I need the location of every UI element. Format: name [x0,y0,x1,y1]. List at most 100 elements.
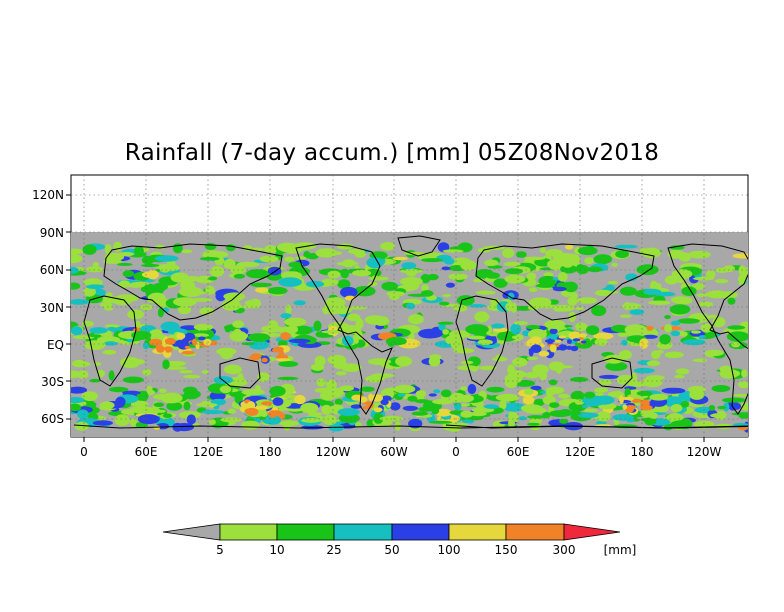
rainfall-cell [467,383,477,395]
rainfall-cell [576,264,585,272]
rainfall-cell [545,387,555,397]
rainfall-cell [584,391,596,399]
rainfall-cell [428,420,453,424]
rainfall-cell [192,338,198,346]
lon-tick-label: 60E [135,445,158,459]
rainfall-cell [82,244,97,255]
rainfall-cell [454,403,462,411]
colorbar-unit: [mm] [604,543,637,557]
rainfall-cell [113,241,122,252]
rainfall-cell [568,331,582,340]
rainfall-cell [322,414,337,426]
rainfall-cell [206,250,229,259]
rainfall-cell [320,390,336,401]
lon-tick-label: 120E [565,445,596,459]
rainfall-cell [507,364,516,375]
rainfall-cell [139,304,153,311]
rainfall-cell [558,393,570,399]
rainfall-cell [527,415,546,419]
rainfall-cell [732,253,748,259]
lon-tick-label: 60E [507,445,530,459]
rainfall-cell [420,290,434,297]
rainfall-cell [247,333,271,342]
rainfall-cell [593,395,615,405]
rainfall-cell [698,301,714,308]
map-title: Rainfall (7-day accum.) [mm] 05Z08Nov201… [124,140,660,166]
lat-tick-label: 60S [41,412,64,426]
colorbar-label: 300 [553,543,576,557]
rainfall-cell [354,330,363,337]
rainfall-cell [619,395,624,404]
rainfall-cell [176,332,186,340]
rainfall-cell [71,326,83,336]
rainfall-cell [692,358,708,363]
rainfall-cell [116,414,129,421]
rainfall-cell [280,313,292,319]
rainfall-cell [729,402,742,410]
rainfall-cell [259,255,279,263]
rainfall-cell [322,305,331,315]
rainfall-cell [457,365,478,371]
rainfall-cell [251,353,262,359]
rainfall-cell [181,249,193,254]
rainfall-cell [680,400,690,408]
rainfall-cell [503,261,521,267]
rainfall-cell [142,283,157,293]
rainfall-cell [358,396,368,403]
rainfall-cell [510,323,522,335]
rainfall-cell [156,409,166,413]
rainfall-cell [594,387,609,393]
rainfall-cell [184,345,191,349]
rainfall-cell [307,253,319,260]
rainfall-cell [593,254,613,265]
rainfall-cell [208,419,216,425]
rainfall-cell [549,402,560,408]
rainfall-cell [659,334,671,345]
rainfall-cell [526,356,539,361]
rainfall-cell [487,265,503,269]
rainfall-cell [664,275,679,285]
rainfall-cell [667,249,685,259]
rainfall-cell [563,281,578,293]
rainfall-cell [427,273,439,281]
rainfall-cell [653,409,660,413]
rainfall-cell [355,422,362,428]
rainfall-cell [645,325,654,331]
rainfall-cell [380,241,395,251]
rainfall-cell [269,386,286,397]
rainfall-cell [508,418,515,429]
coastlines [73,235,748,429]
rainfall-cell [441,266,451,271]
coastline [667,243,748,415]
colorbar-label: 10 [269,543,284,557]
lon-tick-label: 180 [631,445,654,459]
rainfall-cell [393,384,416,394]
rainfall-cell [591,305,607,317]
rainfall-cell [547,259,565,269]
rainfall-cell [162,413,173,419]
rainfall-cell [689,389,705,400]
rainfall-cell [236,261,260,268]
lon-tick-label: 120E [193,445,224,459]
rainfall-cell [527,422,540,426]
rainfall-cell [380,399,389,406]
rainfall-cell [617,332,628,337]
rainfall-cell [192,423,200,427]
rainfall-cell [704,349,724,357]
rainfall-cell [418,328,442,339]
rainfall-cell [663,423,673,431]
lon-tick-label: 60W [380,445,407,459]
rainfall-cell [227,408,236,414]
rainfall-cell [698,335,706,340]
rainfall-cell [408,314,424,325]
rainfall-cell [362,406,369,410]
rainfall-cell [373,407,383,413]
rainfall-cell [459,394,474,402]
rainfall-cell [71,282,81,290]
rainfall-cell [435,408,452,417]
rainfall-cell [453,304,468,312]
rainfall-cell [278,361,299,367]
rainfall-cell [223,364,242,375]
rainfall-cell [727,297,736,305]
rainfall-cell [198,336,206,341]
